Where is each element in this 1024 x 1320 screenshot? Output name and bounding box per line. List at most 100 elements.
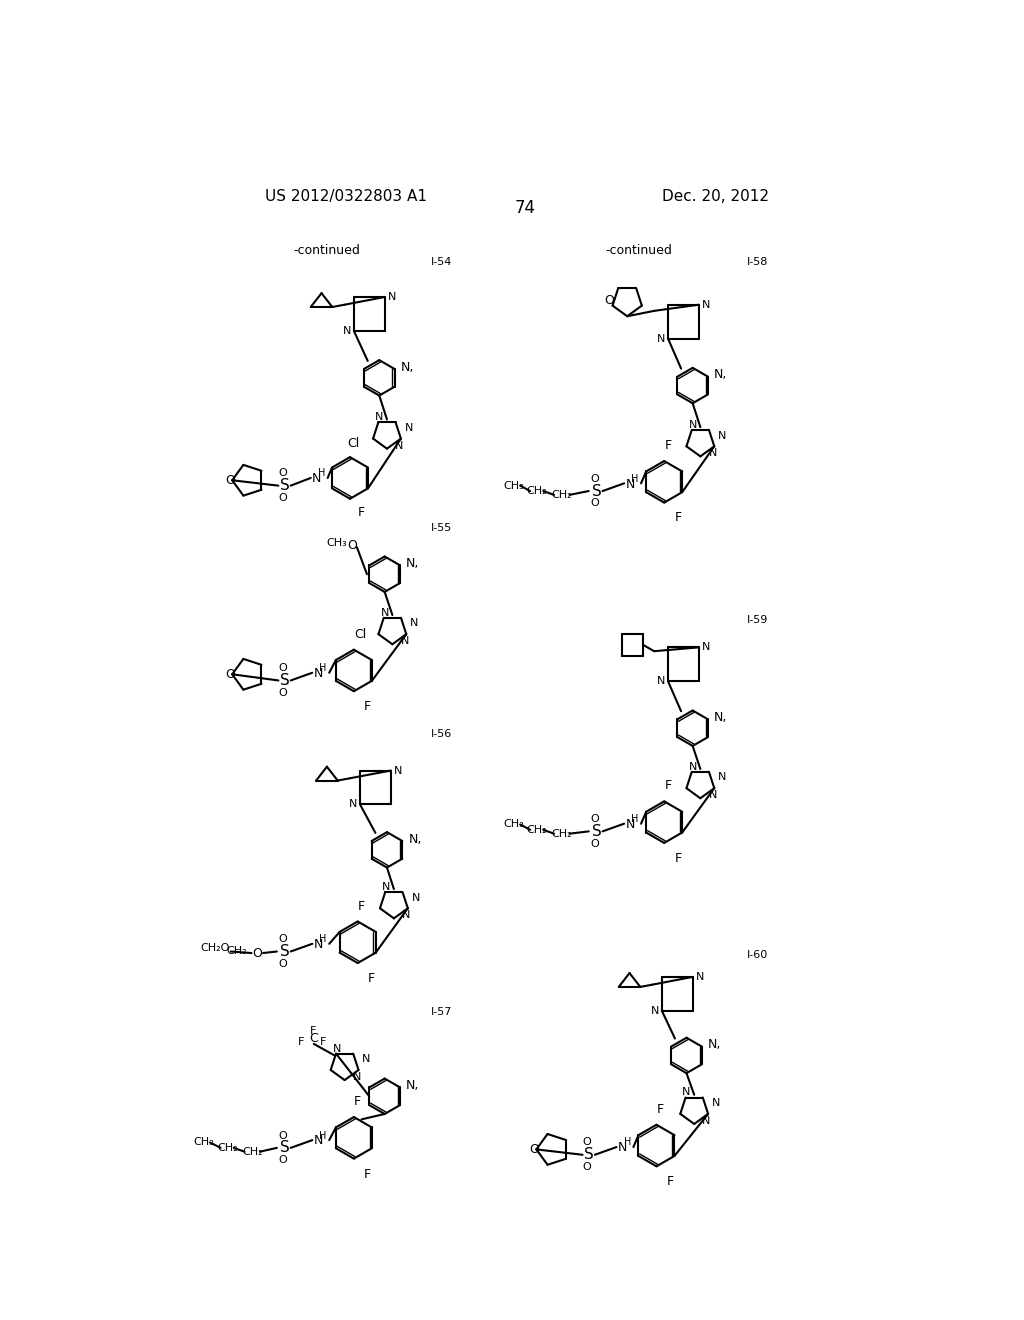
Text: O: O: [529, 1143, 539, 1156]
Text: N: N: [701, 643, 711, 652]
Text: O: O: [279, 935, 288, 944]
Text: N,: N,: [714, 368, 728, 381]
Text: N: N: [404, 422, 413, 433]
Text: N: N: [709, 449, 717, 458]
Text: N: N: [709, 791, 717, 800]
Text: -continued: -continued: [605, 244, 672, 257]
Text: N: N: [656, 676, 665, 686]
Text: CH₂: CH₂: [226, 946, 247, 957]
Text: N: N: [352, 1072, 361, 1082]
Text: F: F: [368, 972, 375, 985]
Text: F: F: [358, 506, 366, 519]
Text: -continued: -continued: [294, 244, 360, 257]
Text: N: N: [617, 1142, 628, 1155]
Text: N,: N,: [407, 557, 420, 570]
Text: N: N: [688, 762, 697, 772]
Text: I-54: I-54: [431, 257, 453, 268]
Text: N: N: [348, 800, 357, 809]
Text: S: S: [592, 824, 601, 840]
Text: N: N: [394, 766, 402, 776]
Text: CH₃: CH₃: [327, 539, 347, 548]
Text: C: C: [309, 1032, 318, 1045]
Text: O: O: [279, 1155, 288, 1166]
Text: CH₂: CH₂: [552, 829, 572, 838]
Text: N: N: [695, 972, 705, 982]
Text: H: H: [319, 935, 327, 944]
Text: N: N: [400, 636, 409, 647]
Text: H: H: [631, 814, 639, 824]
Text: CH₃: CH₃: [194, 1138, 214, 1147]
Text: H: H: [317, 469, 326, 478]
Text: N: N: [395, 441, 403, 450]
Text: N: N: [682, 1088, 690, 1097]
Text: I-56: I-56: [431, 730, 453, 739]
Text: US 2012/0322803 A1: US 2012/0322803 A1: [265, 189, 427, 205]
Text: H: H: [624, 1138, 631, 1147]
Text: N: N: [410, 619, 419, 628]
Text: N: N: [702, 1115, 711, 1126]
Text: CH₂O: CH₂O: [201, 942, 230, 953]
Text: N: N: [626, 818, 635, 832]
Text: N: N: [718, 430, 726, 441]
Text: CH₃: CH₃: [504, 480, 524, 491]
Text: H: H: [631, 474, 639, 483]
Text: N,: N,: [708, 1038, 722, 1051]
Text: O: O: [583, 1138, 592, 1147]
Text: N: N: [626, 478, 635, 491]
Text: O: O: [591, 838, 599, 849]
Text: O: O: [279, 688, 288, 698]
Text: O: O: [225, 668, 234, 681]
Text: N,: N,: [409, 833, 422, 846]
Text: O: O: [347, 539, 357, 552]
Text: F: F: [310, 1026, 316, 1036]
Text: S: S: [280, 478, 290, 494]
Text: N,: N,: [407, 1078, 420, 1092]
Text: N: N: [333, 1044, 341, 1053]
Text: F: F: [667, 1175, 674, 1188]
Text: N: N: [375, 412, 383, 422]
Text: F: F: [365, 1167, 372, 1180]
Text: F: F: [319, 1038, 327, 1047]
Text: Cl: Cl: [354, 628, 367, 640]
Text: O: O: [591, 474, 599, 483]
Text: CH₂: CH₂: [242, 1147, 262, 1156]
Text: I-55: I-55: [431, 523, 453, 533]
Text: 74: 74: [514, 199, 536, 218]
Text: O: O: [279, 469, 288, 478]
Text: N: N: [656, 334, 665, 343]
Text: N,: N,: [400, 360, 414, 374]
Text: F: F: [675, 851, 682, 865]
Text: F: F: [665, 779, 672, 792]
Text: N: N: [362, 1055, 371, 1064]
Text: I-57: I-57: [431, 1007, 453, 1016]
Text: I-59: I-59: [746, 615, 768, 626]
Text: S: S: [280, 1140, 290, 1155]
Text: N: N: [312, 473, 322, 486]
Text: N: N: [412, 892, 420, 903]
Text: Cl: Cl: [348, 437, 360, 450]
Text: N: N: [342, 326, 351, 335]
Text: O: O: [591, 814, 599, 824]
Text: O: O: [225, 474, 234, 487]
Text: F: F: [358, 899, 366, 912]
Text: F: F: [354, 1096, 361, 1109]
Text: F: F: [665, 440, 672, 453]
Text: N: N: [712, 1098, 720, 1109]
Text: F: F: [656, 1102, 664, 1115]
Text: N: N: [701, 300, 711, 310]
Text: O: O: [279, 1130, 288, 1140]
Text: N: N: [388, 292, 396, 302]
Text: CH₂: CH₂: [552, 490, 572, 500]
Text: I-60: I-60: [746, 950, 768, 961]
Text: O: O: [591, 499, 599, 508]
Text: O: O: [279, 492, 288, 503]
Text: N: N: [718, 772, 726, 783]
Text: N: N: [402, 911, 411, 920]
Text: F: F: [365, 700, 372, 713]
Text: O: O: [279, 663, 288, 673]
Text: H: H: [319, 663, 327, 673]
Text: N: N: [313, 939, 324, 952]
Text: F: F: [675, 511, 682, 524]
Text: S: S: [592, 483, 601, 499]
Text: CH₂: CH₂: [526, 825, 548, 834]
